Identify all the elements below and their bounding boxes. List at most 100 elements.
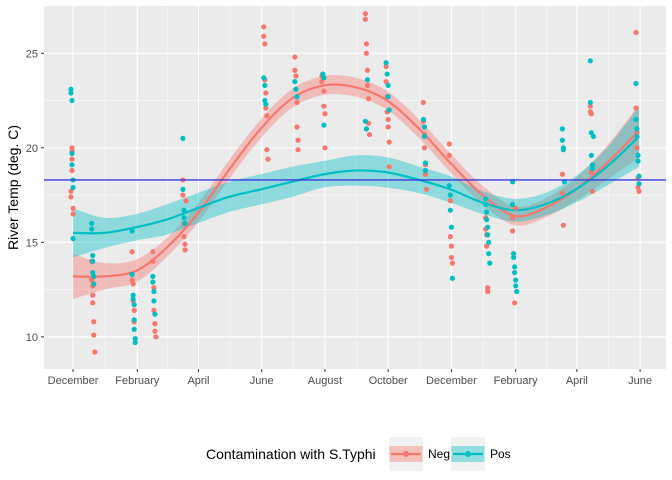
point-pos: [486, 251, 492, 257]
point-neg: [363, 41, 369, 47]
point-pos: [511, 254, 517, 261]
point-neg: [366, 131, 373, 138]
point-pos: [513, 283, 519, 289]
legend-key-point: [403, 451, 409, 457]
point-pos: [364, 77, 371, 83]
point-pos: [511, 251, 517, 257]
point-pos: [69, 162, 75, 168]
point-pos: [512, 269, 518, 276]
point-neg: [90, 292, 96, 298]
point-neg: [485, 288, 491, 295]
x-tick-label: December: [426, 375, 477, 387]
point-pos: [363, 126, 369, 132]
point-pos: [68, 86, 74, 92]
point-neg: [292, 67, 298, 73]
point-pos: [483, 201, 489, 208]
point-pos: [150, 279, 156, 285]
point-pos: [512, 264, 518, 270]
point-pos: [69, 150, 75, 157]
point-pos: [321, 122, 327, 128]
x-tick-label: February: [115, 375, 160, 387]
x-tick-label: April: [187, 375, 209, 387]
point-neg: [512, 300, 518, 306]
point-pos: [448, 224, 455, 230]
point-neg: [264, 113, 270, 119]
legend-title: Contamination with S.Typhi: [206, 446, 376, 462]
point-neg: [448, 254, 455, 261]
point-pos: [69, 97, 75, 104]
point-neg: [449, 260, 456, 266]
point-pos: [91, 281, 97, 287]
point-pos: [588, 152, 594, 158]
confidence-band-neg: [73, 75, 640, 300]
point-neg: [447, 234, 453, 240]
point-neg: [386, 164, 392, 170]
point-pos: [89, 226, 95, 232]
point-neg: [560, 222, 566, 228]
point-neg: [513, 205, 519, 211]
point-neg: [321, 88, 327, 94]
point-pos: [484, 209, 490, 215]
grid: [44, 6, 666, 369]
point-neg: [68, 194, 74, 200]
point-neg: [264, 147, 270, 153]
point-neg: [321, 103, 327, 109]
y-axis-title: River Temp (deg. C): [5, 125, 21, 250]
y-tick-label: 25: [26, 48, 38, 60]
point-pos: [513, 277, 519, 283]
point-neg: [130, 281, 136, 287]
y-tick-label: 10: [26, 332, 38, 344]
point-neg: [152, 328, 158, 334]
point-pos: [446, 183, 452, 189]
point-neg: [383, 63, 389, 70]
point-pos: [181, 215, 187, 221]
point-pos: [447, 207, 453, 213]
point-neg: [150, 249, 156, 255]
point-neg: [559, 171, 565, 177]
point-pos: [636, 181, 642, 187]
point-pos: [129, 228, 135, 234]
point-pos: [486, 239, 492, 245]
point-neg: [587, 103, 593, 109]
point-neg: [636, 188, 642, 194]
point-pos: [261, 75, 267, 81]
point-pos: [483, 196, 489, 202]
x-tick-label: August: [308, 375, 342, 387]
point-pos: [589, 162, 596, 168]
point-neg: [322, 111, 328, 117]
x-tick-label: June: [628, 375, 652, 387]
point-neg: [559, 190, 565, 196]
smooth-lines: [73, 83, 640, 278]
point-neg: [446, 152, 452, 158]
point-neg: [294, 124, 300, 130]
legend-item-pos: Pos: [451, 437, 511, 471]
point-neg: [364, 67, 371, 73]
point-neg: [180, 192, 186, 198]
point-pos: [634, 126, 640, 132]
point-pos: [90, 252, 96, 259]
point-neg: [131, 307, 137, 313]
point-pos: [130, 292, 136, 298]
point-pos: [589, 165, 596, 172]
point-neg: [295, 137, 301, 143]
legend-item-neg: Neg: [389, 437, 450, 471]
point-neg: [293, 73, 299, 79]
point-neg: [509, 215, 516, 221]
point-pos: [487, 260, 493, 266]
point-pos: [421, 133, 428, 140]
point-neg: [90, 300, 96, 306]
point-neg: [91, 319, 97, 325]
point-pos: [559, 126, 565, 132]
point-neg: [634, 145, 640, 151]
point-neg: [633, 105, 639, 111]
point-pos: [422, 160, 429, 166]
point-neg: [261, 24, 267, 30]
point-pos: [485, 224, 491, 230]
confidence-bands: [73, 75, 640, 300]
point-pos: [383, 60, 389, 66]
point-neg: [151, 285, 157, 291]
point-pos: [152, 311, 158, 317]
point-neg: [322, 145, 328, 151]
point-neg: [181, 234, 187, 240]
